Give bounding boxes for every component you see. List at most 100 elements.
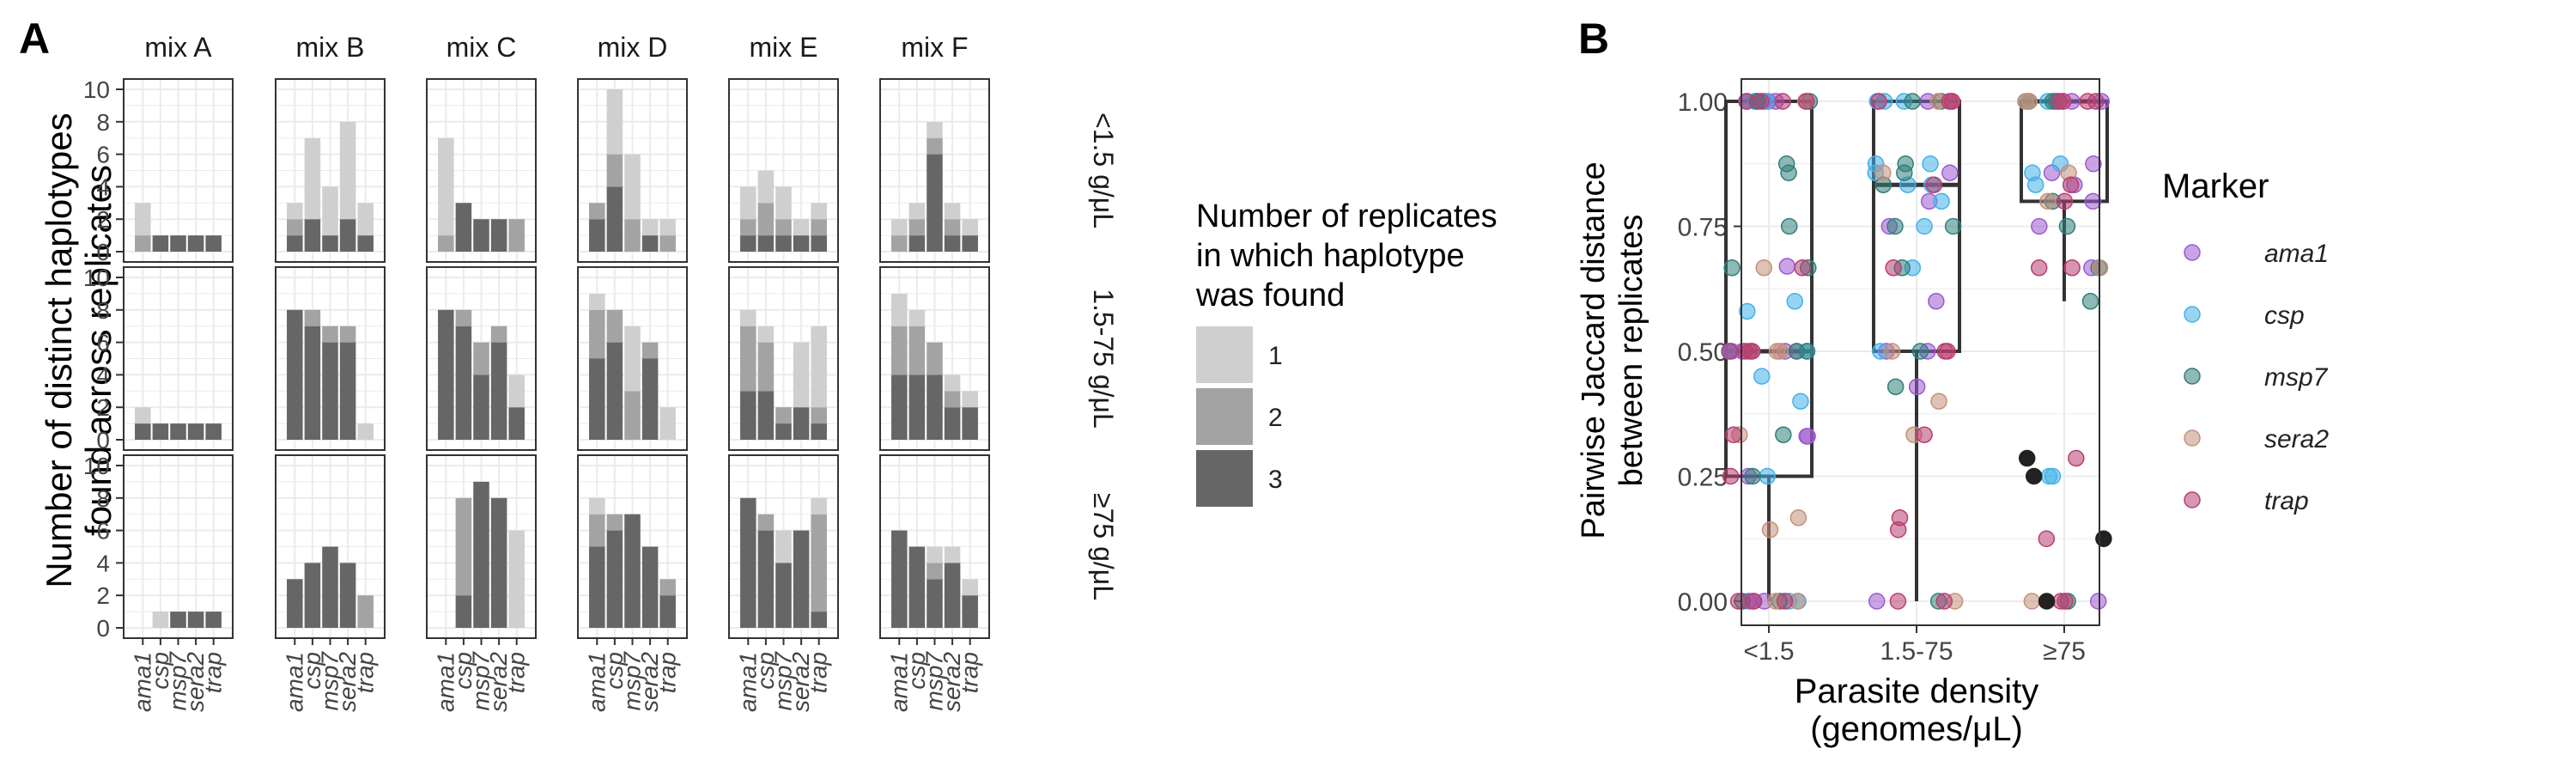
facet-panel (728, 454, 839, 639)
bar-segment (641, 342, 659, 359)
bar-segment (811, 423, 827, 440)
bar-segment (589, 497, 605, 514)
bar-segment (757, 170, 775, 204)
y-tick-label: 2 (96, 206, 110, 233)
data-point (1759, 467, 1777, 485)
data-point (2018, 449, 2036, 467)
bar-segment (793, 235, 810, 252)
data-point (2054, 93, 2072, 110)
legend-swatch (1196, 450, 1253, 507)
panel-a-label: A (19, 15, 50, 63)
y-tick-label: 2 (96, 394, 110, 421)
bar-segment (962, 407, 978, 440)
data-point (2081, 293, 2099, 310)
data-point (1794, 259, 1811, 277)
bar-segment (473, 374, 489, 440)
facet-panel (426, 78, 537, 263)
y-tick-label: 0.75 (1678, 214, 1728, 242)
data-point (1928, 293, 1945, 310)
data-point (1889, 593, 1907, 610)
bar-segment (187, 612, 204, 628)
bar-segment (927, 342, 943, 375)
marker-legend-dot (2184, 429, 2201, 447)
facet-panel (123, 78, 234, 263)
y-tick-label: 2 (96, 582, 110, 609)
bar-segment (589, 514, 605, 547)
bar-segment (757, 326, 775, 343)
marker-legend-dot (2184, 491, 2201, 508)
bar-segment (606, 514, 623, 531)
facet-column-label: mix D (598, 32, 668, 63)
bar-segment (624, 154, 641, 220)
data-point (1723, 259, 1741, 277)
bar-segment (927, 121, 943, 138)
data-point (2038, 593, 2056, 610)
bar-segment (339, 219, 356, 252)
bar-segment (455, 309, 472, 326)
data-point (1922, 155, 1939, 173)
bar-segment (659, 235, 676, 252)
facet-panel (275, 78, 386, 263)
bar-segment (740, 186, 756, 220)
bar-segment (322, 546, 338, 628)
bar-segment (624, 219, 641, 252)
data-point (1886, 378, 1905, 396)
facet-panel (577, 266, 688, 451)
facet-panel (123, 266, 234, 451)
facet-border (728, 78, 839, 263)
x-tick-label: sera2 (787, 652, 814, 712)
x-tick-label: trap (957, 652, 983, 693)
panel-b-label: B (1578, 15, 1609, 63)
bar-segment (490, 326, 507, 343)
bar-segment (927, 563, 943, 580)
bar-segment (891, 530, 908, 628)
bar-segment (455, 595, 472, 628)
bar-segment (740, 219, 756, 236)
bar-segment (473, 481, 489, 628)
y-tick-label: 0.00 (1678, 588, 1728, 617)
x-tick-label: csp (903, 652, 930, 690)
bar-segment (322, 342, 338, 440)
y-tick-label: 0 (96, 615, 110, 642)
bar-segment (944, 546, 961, 563)
bar-segment (508, 219, 525, 252)
bar-segment (944, 235, 961, 252)
bar-segment (322, 326, 338, 343)
data-point (1870, 93, 1887, 110)
panel-a-ylabel-line2: found across replicates (78, 165, 118, 536)
facet-column-label: mix F (901, 32, 968, 63)
marker-legend-label: ama1 (2264, 240, 2329, 268)
y-tick-label: 4 (96, 173, 110, 200)
bar-segment (606, 530, 623, 628)
y-tick-label: 4 (96, 550, 110, 576)
bar-segment (962, 219, 978, 236)
x-tick-label: msp7 (468, 651, 495, 711)
facet-panel (879, 454, 990, 639)
bar-segment (205, 235, 222, 252)
x-tick-label: 1.5-75 (1880, 637, 1953, 666)
bar-segment (944, 563, 961, 628)
data-point (1939, 343, 1956, 360)
bar-segment (891, 235, 908, 252)
bar-segment (962, 391, 978, 408)
bar-segment (659, 219, 676, 236)
bar-segment (811, 497, 827, 514)
data-point (1935, 593, 1953, 610)
bar-segment (589, 358, 605, 440)
y-tick-label: 8 (96, 109, 110, 136)
bar-segment (811, 514, 827, 612)
bar-segment (908, 309, 926, 326)
facet-border (275, 266, 386, 451)
panel-a-faceted-bar-chart: A Number of distinct haplotypes found ac… (19, 15, 1498, 712)
y-tick-label: 10 (83, 265, 110, 291)
data-point (1799, 428, 1816, 445)
legend-label: 2 (1268, 404, 1283, 432)
facet-border (123, 78, 234, 263)
data-point (1780, 164, 1797, 181)
panel-b-ylabel-line1: Pairwise Jaccard distance (1576, 161, 1612, 539)
data-point (1868, 593, 1886, 610)
legend-swatch (1196, 388, 1253, 445)
data-point (1885, 259, 1902, 277)
facet-panel (879, 78, 990, 263)
x-tick-label: sera2 (939, 652, 965, 712)
